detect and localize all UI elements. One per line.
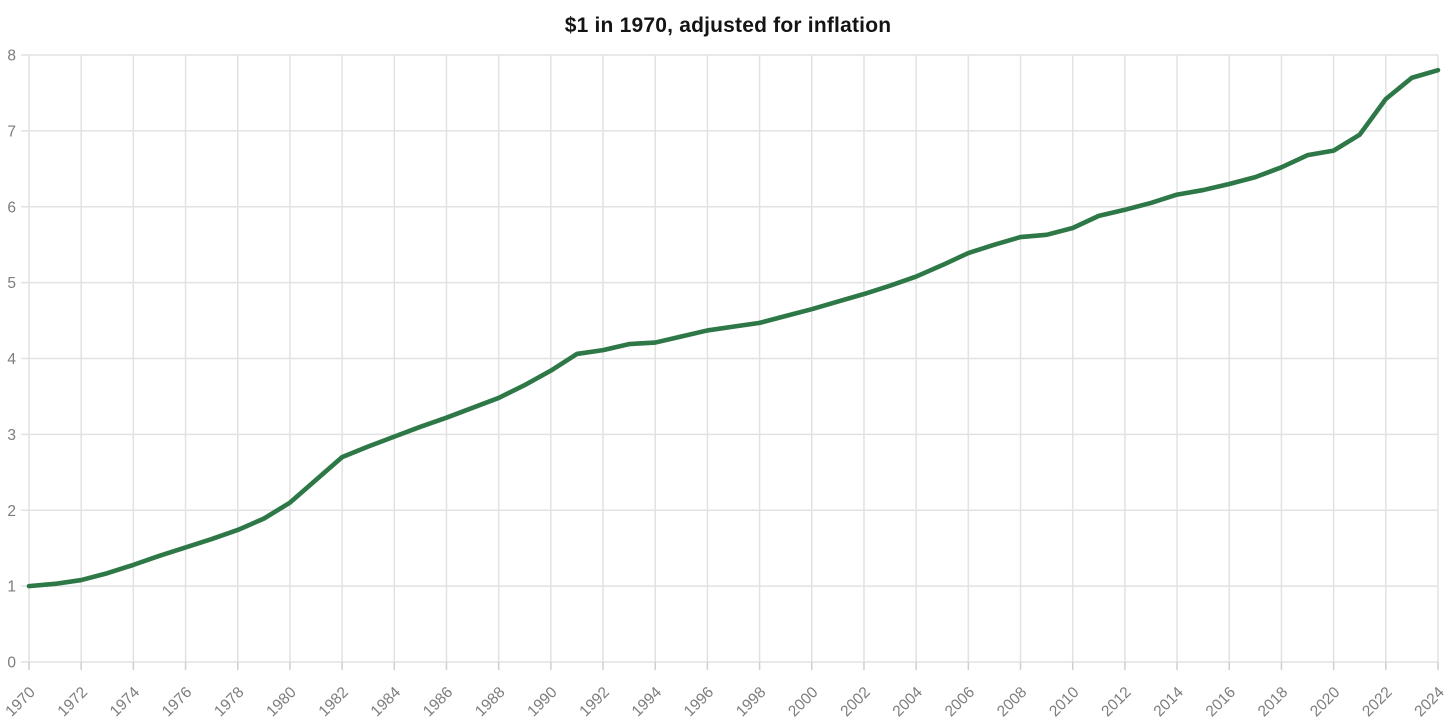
x-tick-label: 1970 bbox=[2, 684, 39, 721]
y-axis-labels: 0 1 2 3 4 5 6 7 8 bbox=[7, 48, 16, 672]
y-tick-label: 4 bbox=[7, 351, 16, 368]
x-tick-label: 2016 bbox=[1203, 684, 1239, 720]
y-tick-label: 7 bbox=[7, 123, 16, 140]
x-tick-label: 1984 bbox=[368, 684, 405, 721]
x-tick-label: 1992 bbox=[576, 684, 612, 720]
x-tick-label: 2018 bbox=[1255, 684, 1291, 720]
chart-title: $1 in 1970, adjusted for inflation bbox=[564, 14, 892, 37]
x-tick-label: 1976 bbox=[159, 684, 195, 720]
x-tick-label: 2024 bbox=[1411, 684, 1448, 721]
y-gridlines bbox=[21, 54, 1438, 663]
x-tick-label: 1990 bbox=[524, 684, 561, 721]
x-tick-label: 2004 bbox=[890, 684, 927, 721]
y-tick-label: 5 bbox=[7, 275, 16, 292]
y-tick-label: 8 bbox=[7, 48, 16, 65]
axis-ticks bbox=[28, 662, 1439, 670]
x-tick-label: 2022 bbox=[1359, 684, 1395, 720]
y-tick-label: 6 bbox=[7, 199, 16, 216]
x-tick-label: 2020 bbox=[1307, 684, 1344, 721]
y-tick-label: 3 bbox=[7, 427, 16, 444]
x-tick-label: 1998 bbox=[733, 684, 769, 720]
x-tick-label: 2010 bbox=[1046, 684, 1083, 721]
x-tick-label: 2002 bbox=[837, 684, 873, 720]
x-tick-label: 1974 bbox=[107, 684, 144, 721]
x-tick-label: 1986 bbox=[420, 684, 456, 720]
x-tick-label: 2008 bbox=[994, 684, 1030, 720]
x-tick-label: 1988 bbox=[472, 684, 508, 720]
x-axis-labels: 1970 1972 1974 1976 1978 1980 1982 1984 1986 1988… bbox=[2, 684, 1448, 721]
x-tick-label: 1978 bbox=[211, 684, 247, 720]
inflation-line bbox=[26, 67, 1441, 589]
x-tick-label: 2000 bbox=[785, 684, 822, 721]
x-tick-label: 2006 bbox=[942, 684, 978, 720]
x-tick-label: 2012 bbox=[1098, 684, 1134, 720]
x-tick-label: 1980 bbox=[263, 684, 300, 721]
x-tick-label: 1972 bbox=[55, 684, 91, 720]
x-tick-label: 2014 bbox=[1150, 684, 1187, 721]
y-tick-label: 0 bbox=[7, 655, 16, 672]
y-tick-label: 2 bbox=[7, 503, 16, 520]
x-tick-label: 1982 bbox=[316, 684, 352, 720]
x-tick-label: 1996 bbox=[681, 684, 717, 720]
x-tick-label: 1994 bbox=[629, 684, 666, 721]
y-tick-label: 1 bbox=[7, 579, 16, 596]
